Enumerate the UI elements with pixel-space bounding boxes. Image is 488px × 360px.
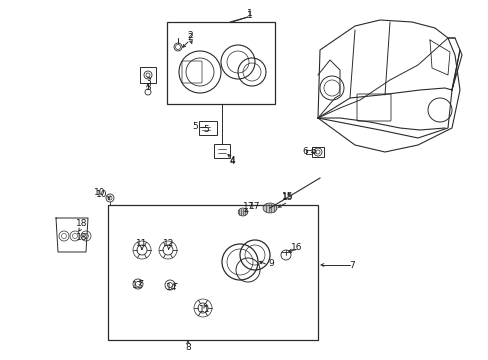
Text: 5: 5 — [192, 122, 198, 131]
Text: 4: 4 — [229, 157, 234, 166]
Text: 18: 18 — [76, 234, 87, 243]
Bar — [108, 205, 317, 340]
Text: 1: 1 — [246, 10, 252, 19]
Text: 15: 15 — [282, 193, 293, 202]
Text: 4: 4 — [229, 157, 234, 166]
Text: 10: 10 — [94, 189, 105, 198]
Text: 5: 5 — [203, 126, 208, 135]
Text: 3: 3 — [145, 77, 151, 86]
Bar — [199, 121, 217, 135]
Text: 2: 2 — [187, 32, 192, 41]
Bar — [140, 67, 156, 83]
Text: 8: 8 — [185, 342, 190, 351]
Text: 2: 2 — [187, 31, 192, 40]
Text: 6: 6 — [309, 148, 315, 157]
Text: 16: 16 — [291, 243, 302, 252]
Text: 1: 1 — [246, 9, 252, 18]
Text: 17: 17 — [248, 202, 260, 211]
Bar — [214, 144, 229, 158]
Text: 17: 17 — [243, 202, 254, 211]
Bar — [167, 22, 274, 104]
Text: 3: 3 — [145, 84, 151, 93]
Text: 14: 14 — [166, 284, 177, 292]
Polygon shape — [263, 203, 276, 213]
Text: 7: 7 — [348, 261, 354, 270]
Polygon shape — [238, 208, 247, 216]
Text: 11: 11 — [136, 238, 147, 248]
Bar — [311, 147, 324, 157]
Text: 9: 9 — [267, 258, 273, 267]
Text: 18: 18 — [76, 220, 87, 229]
Text: 6: 6 — [302, 148, 307, 157]
Text: 12: 12 — [163, 238, 174, 248]
Text: 11: 11 — [199, 306, 210, 315]
Text: 13: 13 — [132, 280, 143, 289]
Text: 10: 10 — [96, 190, 107, 199]
Text: 15: 15 — [282, 193, 293, 202]
